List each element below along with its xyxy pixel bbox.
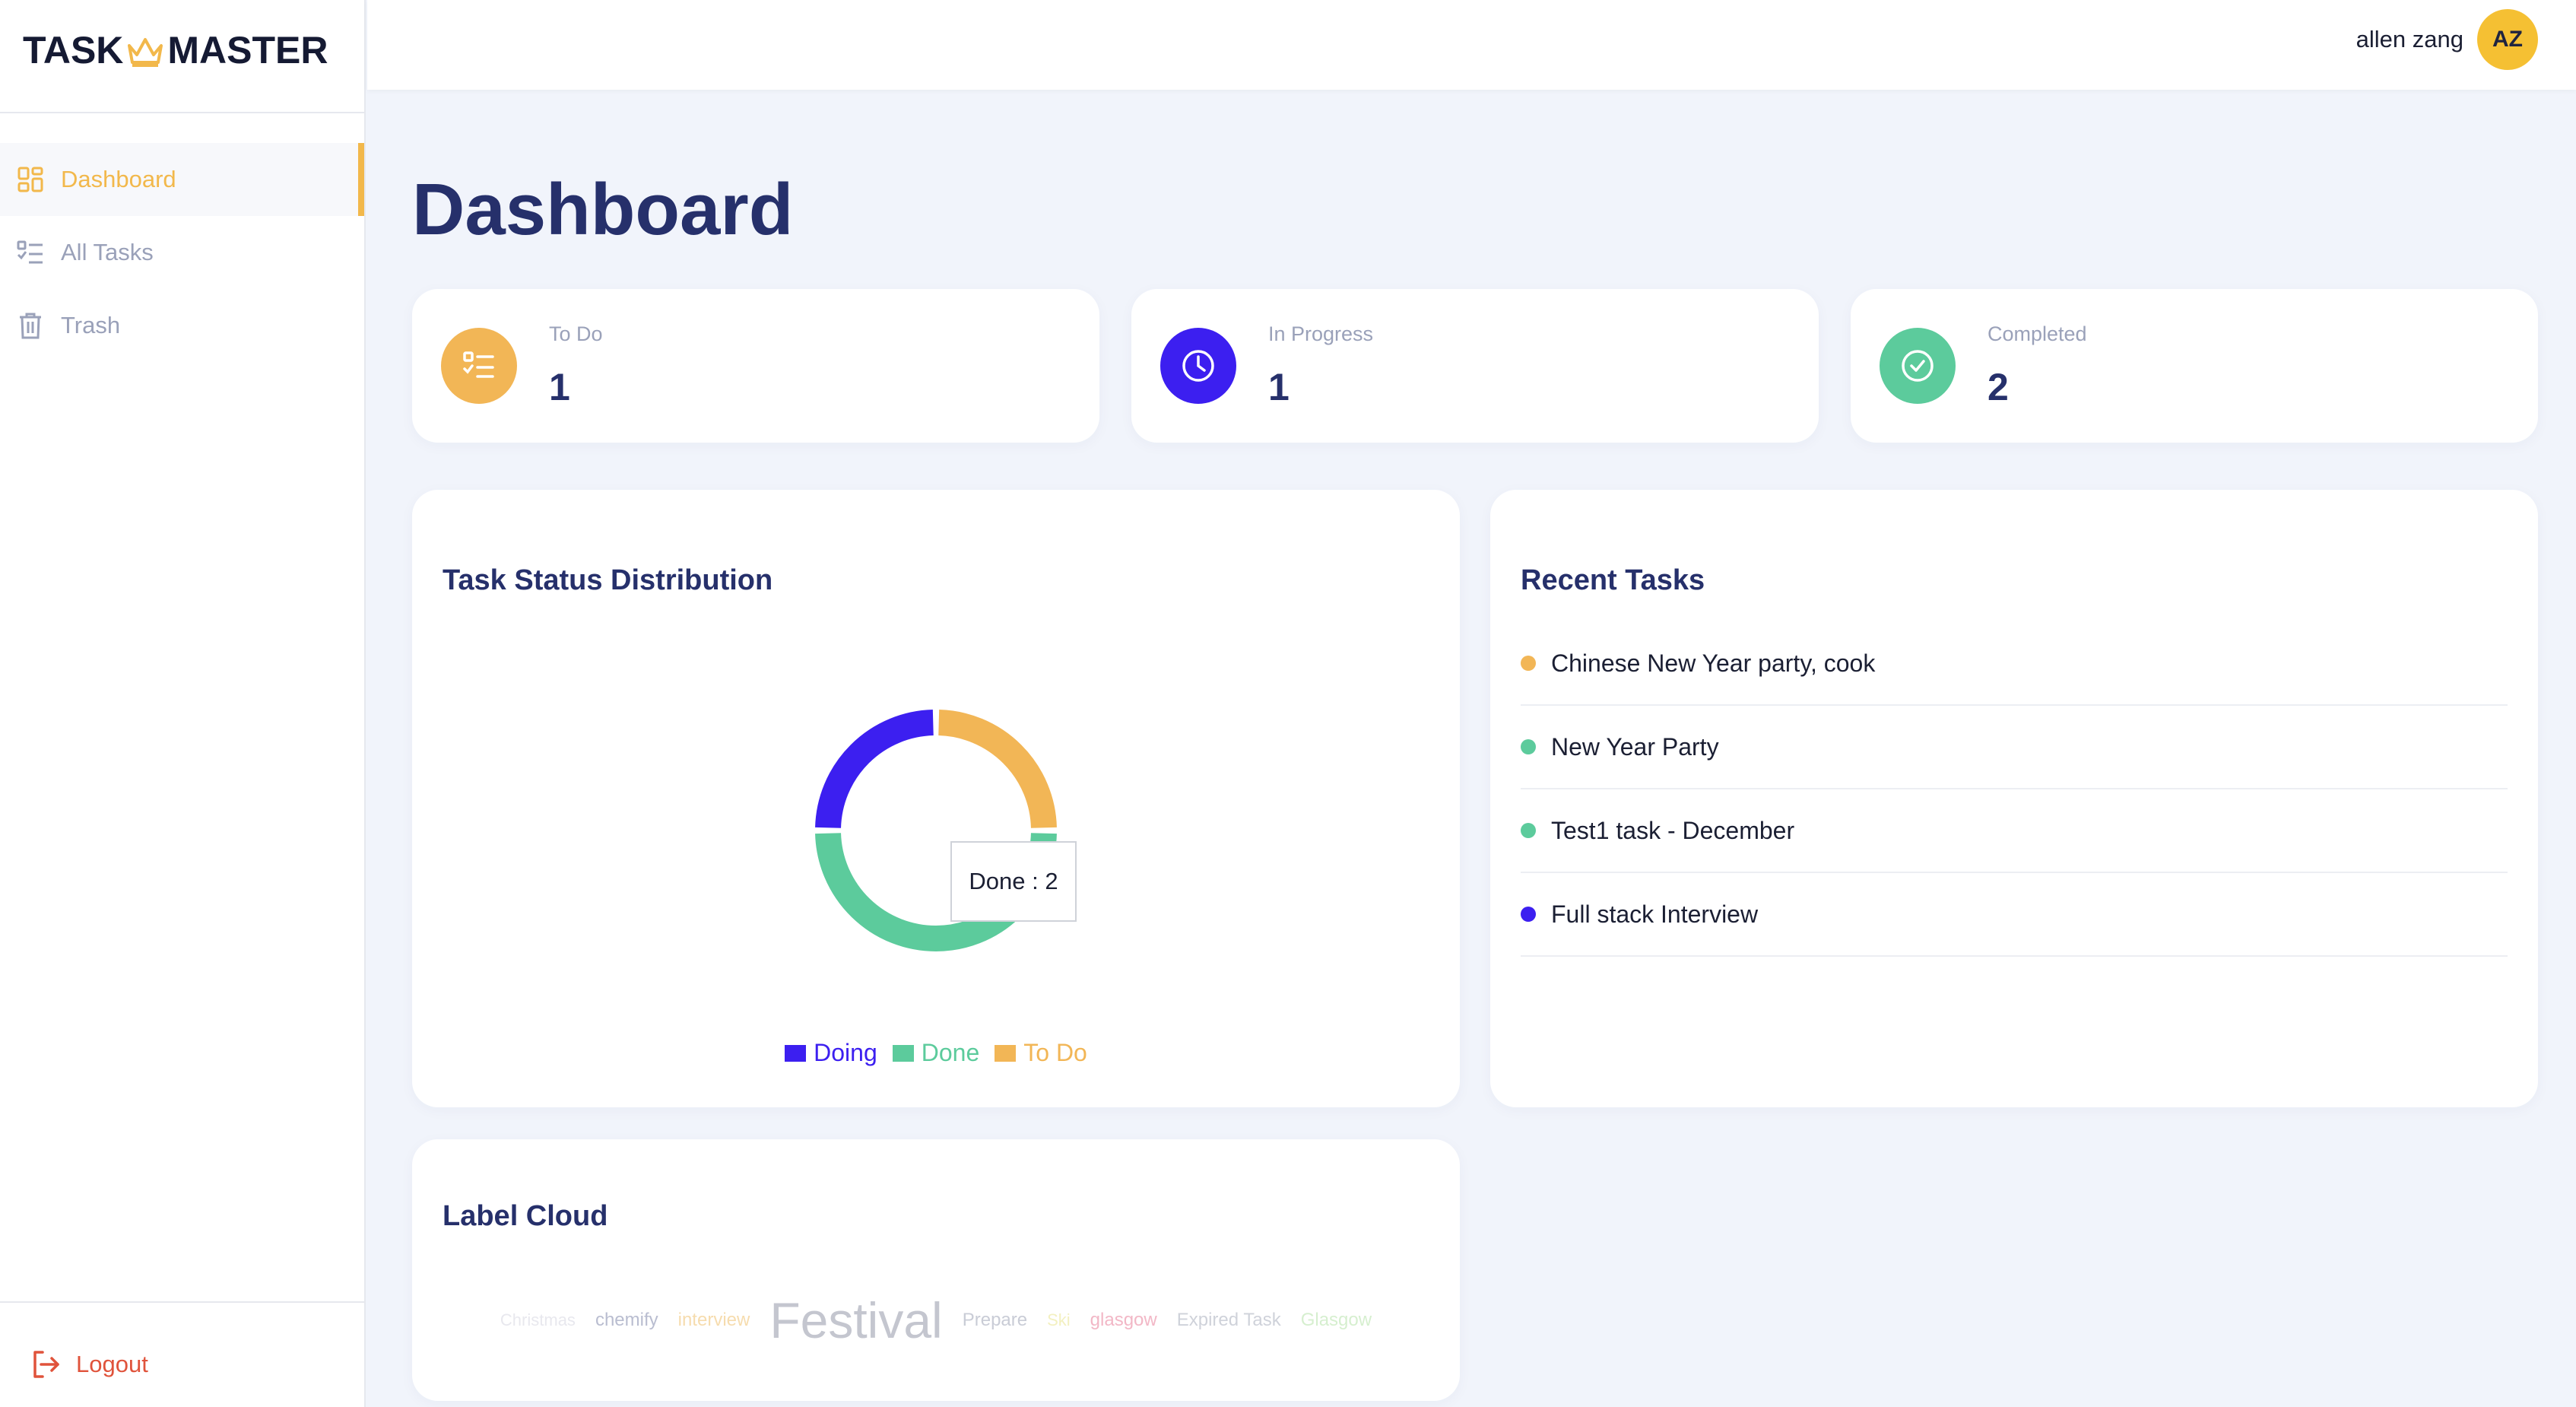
sidebar-item-label: Dashboard [61, 166, 176, 192]
legend-item-doing[interactable]: Doing [785, 1039, 877, 1067]
stat-label: To Do [549, 322, 603, 345]
legend-label: Done [921, 1039, 980, 1066]
cloud-label[interactable]: Expired Task [1176, 1310, 1281, 1330]
status-distribution-card: Task Status Distribution Done : 2 Doing D… [412, 490, 1460, 1107]
sidebar-item-all-tasks[interactable]: All Tasks [0, 216, 364, 289]
logout-icon [30, 1349, 61, 1380]
crown-icon [126, 33, 164, 67]
legend-label: Doing [814, 1039, 877, 1066]
logout-button[interactable]: Logout [30, 1346, 148, 1383]
stat-card-todo: To Do 1 [412, 289, 1099, 443]
status-dot [1521, 656, 1536, 671]
check-circle-icon [1880, 328, 1956, 404]
cloud-label[interactable]: interview [677, 1310, 750, 1330]
label-cloud-card: Label Cloud Christmas chemify interview … [412, 1139, 1460, 1401]
cloud-label[interactable]: Prepare [962, 1310, 1028, 1330]
section-title: Recent Tasks [1521, 564, 1705, 596]
label-cloud: Christmas chemify interview Festival Pre… [412, 1291, 1460, 1349]
sidebar-item-dashboard[interactable]: Dashboard [0, 143, 364, 216]
status-dot [1521, 907, 1536, 922]
stat-label: In Progress [1268, 322, 1374, 345]
status-dot [1521, 739, 1536, 754]
recent-tasks-card: Recent Tasks Chinese New Year party, coo… [1490, 490, 2538, 1107]
section-title: Task Status Distribution [443, 564, 773, 596]
stat-value: 1 [549, 366, 570, 408]
cloud-label[interactable]: Christmas [500, 1310, 576, 1329]
section-title: Label Cloud [443, 1200, 608, 1232]
task-title: New Year Party [1551, 732, 1719, 761]
cloud-label[interactable]: chemify [595, 1310, 658, 1330]
task-title: Chinese New Year party, cook [1551, 649, 1876, 677]
donut-slice-to-do[interactable] [937, 710, 1057, 829]
task-row[interactable]: Full stack Interview [1521, 873, 2508, 957]
user-name[interactable]: allen zang [2356, 26, 2463, 52]
app-logo[interactable]: TASK MASTER [23, 27, 328, 73]
trash-icon [17, 312, 44, 339]
legend-swatch [995, 1044, 1017, 1062]
cloud-label[interactable]: Ski [1047, 1310, 1071, 1329]
logo-text-right: MASTER [167, 29, 328, 71]
legend-swatch [785, 1044, 807, 1062]
task-row[interactable]: New Year Party [1521, 706, 2508, 789]
donut-chart [815, 710, 1057, 951]
task-title: Test1 task - December [1551, 816, 1795, 844]
status-dot [1521, 823, 1536, 838]
checklist-icon [17, 239, 44, 266]
legend-swatch [892, 1044, 914, 1062]
chart-legend: Doing Done To Do [412, 1039, 1460, 1067]
avatar[interactable]: AZ [2477, 9, 2538, 70]
logo-text-left: TASK [23, 29, 124, 71]
top-bar: allen zang AZ [367, 0, 2576, 90]
sidebar-item-label: All Tasks [61, 239, 154, 265]
cloud-label[interactable]: glasgow [1090, 1310, 1157, 1330]
task-row[interactable]: Test1 task - December [1521, 789, 2508, 873]
chart-tooltip: Done : 2 [950, 841, 1077, 922]
legend-label: To Do [1023, 1039, 1087, 1066]
dashboard-icon [17, 166, 44, 193]
page-title: Dashboard [412, 169, 794, 250]
cloud-label[interactable]: Festival [769, 1292, 943, 1348]
clock-icon [1160, 328, 1236, 404]
logout-label: Logout [76, 1351, 148, 1377]
stat-card-in-progress: In Progress 1 [1131, 289, 1819, 443]
stat-card-completed: Completed 2 [1851, 289, 2538, 443]
logo-divider [0, 112, 366, 113]
task-row[interactable]: Chinese New Year party, cook [1521, 622, 2508, 706]
legend-item-done[interactable]: Done [892, 1039, 980, 1067]
list-icon [441, 328, 517, 404]
donut-slice-doing[interactable] [815, 710, 934, 829]
stat-value: 1 [1268, 366, 1290, 408]
sidebar-item-label: Trash [61, 312, 121, 338]
sidebar-bottom-divider [0, 1301, 366, 1303]
sidebar-item-trash[interactable]: Trash [0, 289, 364, 362]
stat-value: 2 [1988, 366, 2009, 408]
legend-item-to-do[interactable]: To Do [995, 1039, 1087, 1067]
task-title: Full stack Interview [1551, 900, 1759, 928]
cloud-label[interactable]: Glasgow [1300, 1310, 1372, 1330]
sidebar: TASK MASTER Dashboard All Tasks [0, 0, 366, 1407]
stat-label: Completed [1988, 322, 2087, 345]
